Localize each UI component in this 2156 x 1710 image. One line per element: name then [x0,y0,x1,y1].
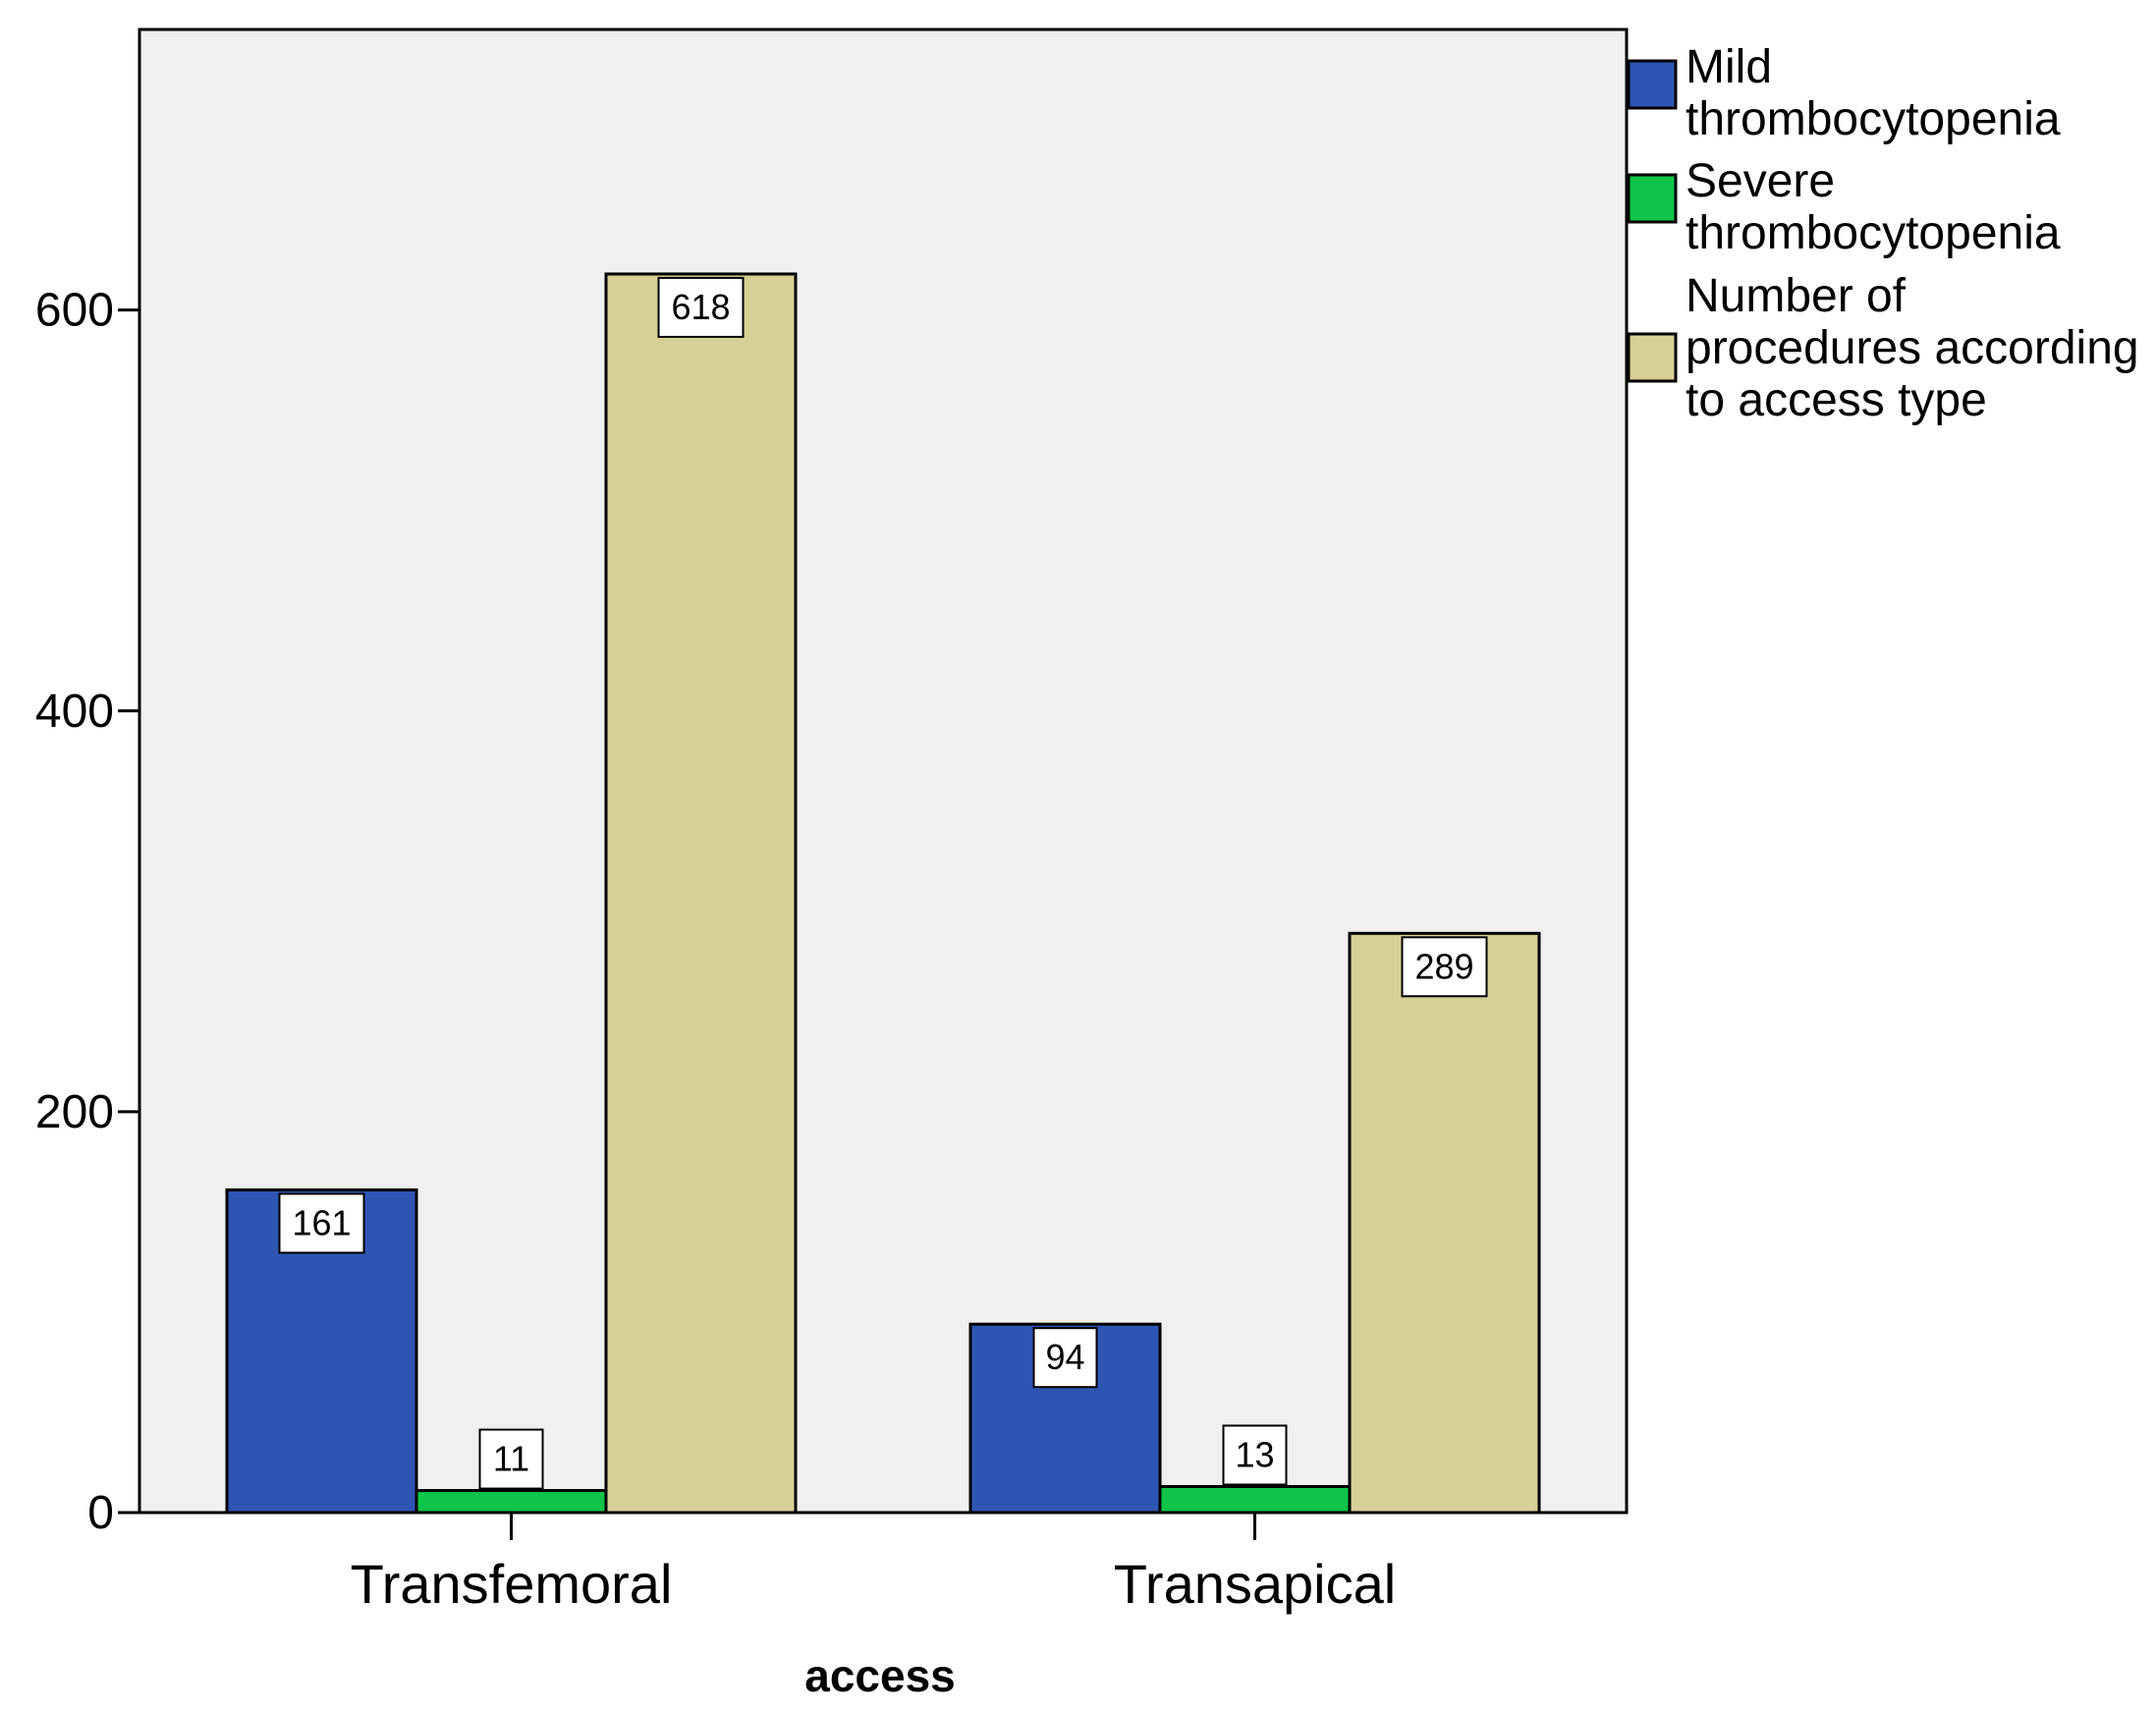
bar [1348,931,1541,1515]
data-label: 289 [1414,946,1473,986]
y-tick-label: 600 [35,285,114,337]
data-label: 94 [1045,1337,1084,1377]
data-label: 618 [671,287,730,327]
legend-label: Severe thrombocytopenia [1686,155,2061,259]
legend-label: Mild thrombocytopenia [1686,41,2061,145]
y-tick-label: 200 [35,1086,114,1138]
bars-layer: 161 11 618 94 13 289 [225,272,1541,1515]
legend-swatch [1627,332,1678,383]
bar [604,272,798,1515]
legend [1627,59,1678,383]
legend-swatch [1627,59,1678,110]
x-axis-title: access [804,1650,956,1701]
y-axis: 0 200 400 600 [35,285,139,1539]
y-tick-label: 0 [87,1487,114,1539]
data-label-box [657,276,745,338]
legend-label: Number of procedures according to access… [1686,270,2139,426]
data-label-box [478,1428,544,1490]
data-label-box [1222,1424,1288,1486]
data-label-box [1032,1327,1098,1389]
data-label-box [1401,936,1488,998]
data-label: 161 [292,1202,351,1242]
x-axis: Transfemoral Transapical [351,1513,1396,1615]
bar [1158,1484,1352,1515]
y-tick-label: 400 [35,686,114,738]
data-label-box [278,1192,365,1254]
data-label: 13 [1235,1434,1274,1474]
bar [415,1489,608,1515]
x-tick-label: Transfemoral [351,1553,673,1615]
data-label: 11 [493,1439,529,1479]
x-tick-label: Transapical [1114,1553,1396,1615]
legend-swatch [1627,173,1678,224]
